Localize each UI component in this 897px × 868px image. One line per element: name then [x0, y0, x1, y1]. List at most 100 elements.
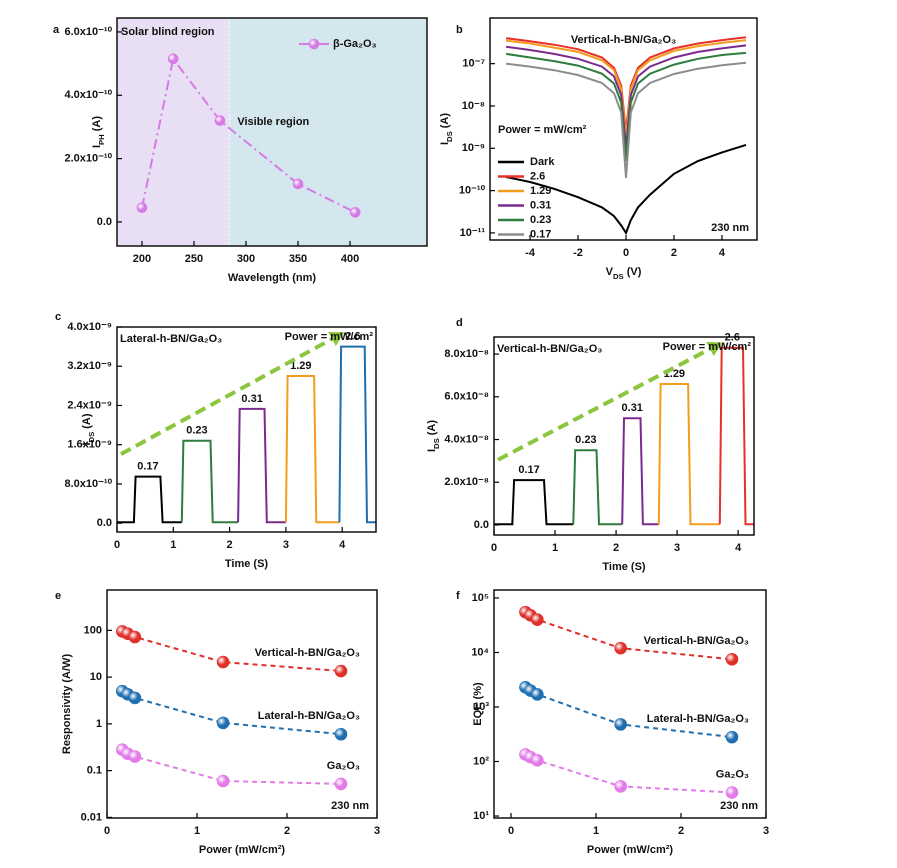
plot-frame	[489, 17, 758, 241]
y-tick-label: 10⁵	[472, 592, 489, 604]
x-tick-label: 0	[623, 247, 629, 259]
series-label: Vertical-h-BN/Ga₂O₃	[644, 635, 749, 647]
data-point	[334, 664, 348, 678]
data-point	[614, 718, 627, 731]
legend-label: 2.6	[530, 170, 545, 182]
pulse-label: 0.31	[241, 393, 262, 405]
legend-label: Dark	[530, 156, 555, 168]
y-tick-label: 2.0x10⁻⁸	[444, 476, 489, 488]
y-tick-label: 3.2x10⁻⁹	[67, 360, 112, 372]
x-tick-label: 0	[491, 542, 497, 554]
y-tick-label: 8.0x10⁻⁸	[444, 348, 489, 360]
x-tick-label: 1	[552, 542, 558, 554]
legend-label: 0.23	[530, 214, 551, 226]
trend-arrow	[497, 347, 711, 462]
y-tick-label: 2.4x10⁻⁹	[67, 399, 112, 411]
panel-letter: e	[55, 590, 61, 602]
series-line	[572, 449, 623, 526]
y-tick-label: 10	[90, 671, 102, 683]
y-tick-label: 4.0x10⁻⁹	[67, 321, 112, 333]
pulse-label: 0.17	[137, 460, 158, 472]
x-axis-label: Time (S)	[602, 561, 646, 573]
y-tick-label: 10²	[473, 755, 489, 767]
y-axis-label-part: I	[439, 142, 451, 145]
series-line	[621, 417, 659, 526]
y-axis-label-part: I	[426, 449, 438, 452]
series-line	[657, 383, 720, 526]
x-tick-label: 1	[170, 539, 176, 551]
y-axis-label: IDS (A)	[81, 413, 96, 445]
series-line	[505, 61, 747, 178]
region	[117, 18, 230, 246]
series-line	[117, 475, 182, 524]
x-tick-label: 400	[341, 253, 359, 265]
legend-label: 1.29	[530, 185, 551, 197]
region-label: Solar blind region	[121, 26, 215, 38]
series-line	[237, 407, 286, 524]
trend-arrow-head	[328, 332, 345, 346]
plot-frame	[116, 17, 428, 247]
x-tick-label: 3	[283, 539, 289, 551]
x-tick-label: 2	[284, 825, 290, 837]
data-point	[725, 652, 739, 666]
data-point	[614, 641, 627, 655]
data-point	[292, 178, 304, 190]
data-point	[334, 777, 348, 791]
panel-letter: c	[55, 311, 61, 323]
unit-note: Power = mW/cm²	[663, 341, 752, 353]
data-point	[136, 202, 148, 213]
x-tick-label: 4	[339, 539, 346, 551]
legend-label: 0.31	[530, 199, 551, 211]
y-tick-label: 10⁻¹⁰	[459, 185, 486, 197]
data-point	[531, 688, 544, 701]
data-point	[531, 613, 544, 626]
data-point	[214, 115, 226, 126]
x-axis-label: Power (mW/cm²)	[587, 844, 674, 856]
x-tick-label: 0	[114, 539, 120, 551]
region	[229, 18, 427, 246]
x-axis-label-part: (V)	[624, 266, 642, 278]
pulse-label: 0.31	[622, 402, 643, 414]
note: 230 nm	[720, 800, 758, 812]
x-tick-label: 300	[237, 253, 255, 265]
data-point	[216, 655, 230, 669]
legend-label: β-Ga₂O₃	[333, 38, 377, 50]
x-axis-label-part: DS	[613, 272, 624, 281]
data-point	[216, 774, 230, 788]
y-tick-label: 10¹	[473, 810, 489, 822]
panel-letter: f	[456, 590, 460, 602]
y-tick-label: 10³	[473, 701, 489, 713]
x-tick-label: 3	[674, 542, 680, 554]
y-axis-label: IDS (A)	[439, 113, 454, 145]
y-tick-label: 0.01	[81, 811, 102, 823]
legend-title: Power = mW/cm²	[498, 124, 587, 136]
plot-frame	[493, 336, 755, 536]
y-axis-label-part: DS	[432, 438, 441, 449]
data-point	[128, 750, 142, 763]
y-tick-label: 6.0x10⁻¹⁰	[64, 26, 112, 38]
x-axis-label: VDS (V)	[606, 266, 642, 281]
y-tick-label: 4.0x10⁻¹⁰	[64, 89, 112, 101]
y-axis-label-part: (A)	[81, 413, 93, 432]
data-point	[167, 53, 179, 65]
y-tick-label: 0.0	[474, 519, 489, 531]
panel-letter: a	[53, 24, 60, 36]
x-tick-label: 200	[133, 253, 151, 265]
y-tick-label: 0.1	[87, 765, 102, 777]
series-line	[505, 44, 747, 149]
y-tick-label: 8.0x10⁻¹⁰	[64, 478, 112, 490]
series-label: Lateral-h-BN/Ga₂O₃	[258, 710, 360, 722]
plot-frame	[493, 589, 767, 819]
series-label: Ga₂O₃	[327, 760, 360, 772]
series-line	[338, 345, 376, 524]
y-axis-label-part: DS	[445, 131, 454, 142]
pulse-label: 1.29	[290, 360, 311, 372]
series-line	[505, 51, 747, 162]
data-point	[725, 786, 739, 799]
chart-title: Vertical-h-BN/Ga₂O₃	[497, 343, 602, 355]
note: 230 nm	[711, 222, 749, 234]
series-line	[180, 439, 239, 524]
note: 230 nm	[331, 800, 369, 812]
x-tick-label: 350	[289, 253, 307, 265]
